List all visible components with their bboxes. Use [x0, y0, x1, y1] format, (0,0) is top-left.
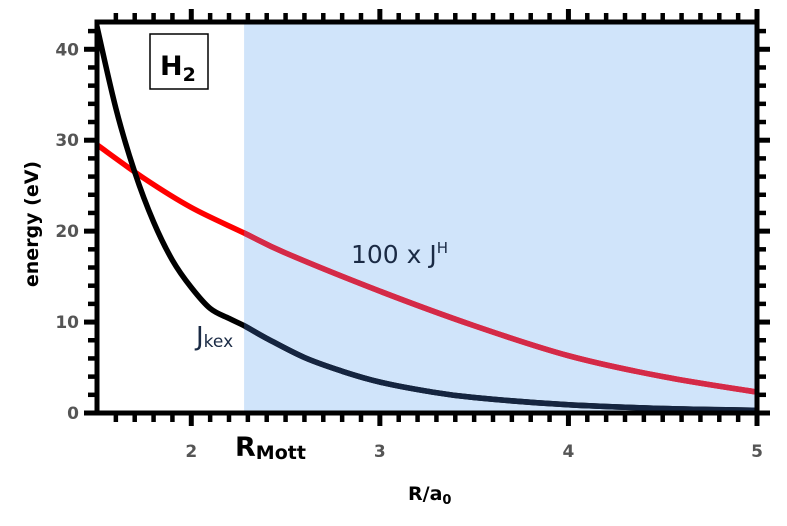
x-axis-title: R/a0 — [408, 483, 451, 508]
series-line-0-region — [244, 322, 758, 413]
y-tick-label-1: 10 — [55, 313, 79, 333]
series-label-jkex-subscript: kex — [204, 332, 233, 352]
series-label-jkex: Jkex — [194, 322, 233, 352]
mott-region-shading — [244, 22, 758, 413]
x-tick-label-0: 2 — [185, 442, 197, 462]
plot-frame — [94, 19, 760, 416]
y-axis-title: energy (eV) — [21, 161, 43, 287]
legend-box-main: H — [160, 51, 183, 82]
plot-area — [97, 22, 758, 413]
y-tick-label-3: 30 — [55, 131, 79, 151]
series-label-100xjh: 100 x JH — [351, 239, 448, 269]
x-tick-label-1: 3 — [374, 442, 386, 462]
legend-box-subscript: 2 — [183, 64, 196, 86]
series-label-jkex-main: J — [194, 322, 204, 352]
y-tick-label-2: 20 — [55, 222, 79, 242]
legend-box: H2 — [149, 33, 209, 90]
y-tick-label-0: 0 — [67, 404, 79, 424]
x-tick-label-2: 4 — [563, 442, 575, 462]
series-label-100xjh-main: 100 x J — [351, 240, 437, 269]
legend-box-label: H2 — [160, 51, 196, 86]
series-line-1-region — [244, 229, 758, 395]
x-tick-label-3: 5 — [751, 442, 763, 462]
axes: 2 3 4 5 0 10 20 30 40 — [55, 9, 770, 462]
x-axis-title-main: R/a — [408, 483, 442, 505]
rmott-label-main: R — [235, 432, 256, 463]
rmott-label: RMott — [235, 432, 306, 464]
x-axis-title-subscript: 0 — [442, 493, 451, 508]
rmott-label-subscript: Mott — [256, 442, 306, 464]
y-tick-label-4: 40 — [55, 40, 79, 60]
series-label-100xjh-superscript: H — [437, 239, 448, 257]
legend-box-frame — [149, 33, 209, 90]
